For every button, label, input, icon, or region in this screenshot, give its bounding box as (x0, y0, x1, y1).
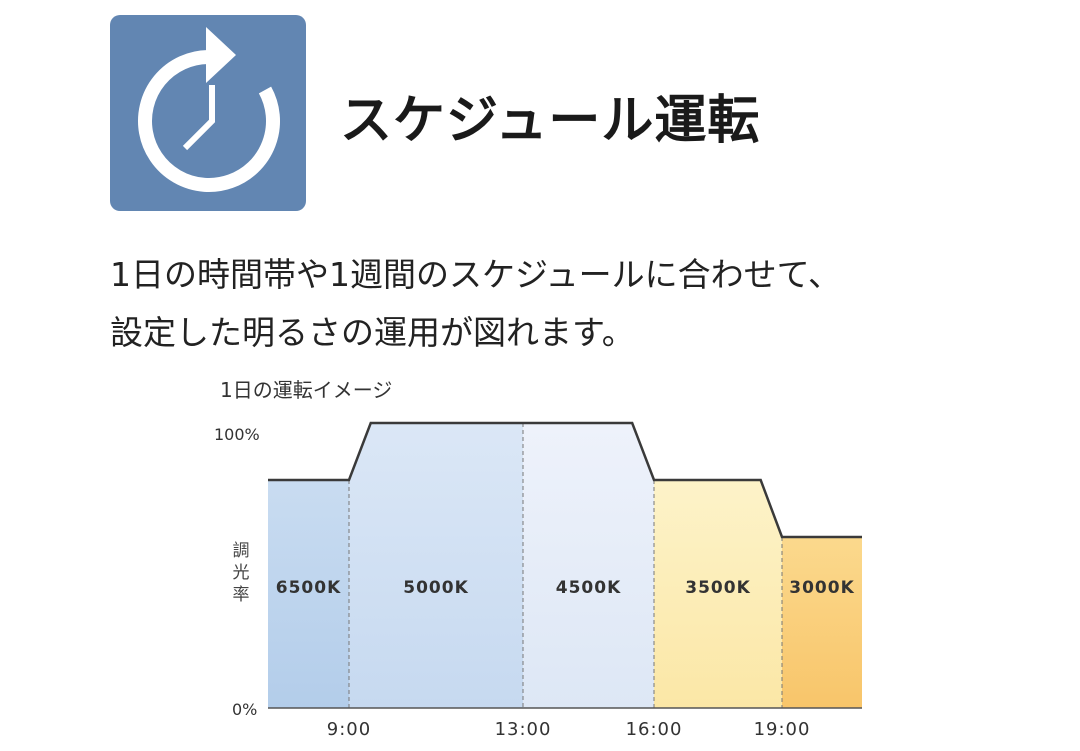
segment-labels: 6500K 5000K 4500K 3500K 3000K (276, 578, 855, 598)
time-dividers (348, 423, 783, 708)
segment-area-4500k (523, 423, 654, 708)
segment-area-5000k (349, 423, 523, 708)
y-tick-100: 100% (214, 425, 260, 444)
x-tick-label: 9:00 (327, 719, 371, 740)
description-line-2: 設定した明るさの運用が図れます。 (110, 313, 635, 352)
segment-area-6500k (268, 480, 349, 708)
clock-rotate-icon (110, 15, 306, 211)
segment-label-3000k: 3000K (789, 578, 855, 598)
segment-label-4500k: 4500K (556, 578, 622, 598)
dimming-profile-line (268, 421, 862, 539)
segment-area-3000k (782, 537, 862, 708)
description: 1日の時間帯や1週間のスケジュールに合わせて、 設定した明るさの運用が図れます。 (110, 246, 841, 362)
x-tick-label: 19:00 (754, 719, 811, 740)
segment-label-5000k: 5000K (403, 578, 469, 598)
chart-title: 1日の運転イメージ (220, 378, 392, 402)
y-tick-0: 0% (232, 700, 257, 719)
schedule-icon-tile (110, 15, 306, 211)
description-line-1: 1日の時間帯や1週間のスケジュールに合わせて、 (110, 255, 842, 294)
color-temperature-areas (268, 423, 862, 708)
y-axis-label: 調光率 (233, 541, 250, 605)
x-axis-ticks: 9:00 13:00 16:00 19:00 (327, 719, 811, 740)
segment-area-3500k (654, 480, 782, 708)
daily-operation-chart: 1日の運転イメージ 100% 0% 調光率 6500K 5000K 4500K 350… (214, 378, 862, 740)
segment-label-3500k: 3500K (685, 578, 751, 598)
segment-label-6500k: 6500K (276, 578, 342, 598)
x-tick-label: 13:00 (495, 719, 552, 740)
page-title: スケジュール運転 (340, 91, 761, 151)
x-tick-label: 16:00 (626, 719, 683, 740)
